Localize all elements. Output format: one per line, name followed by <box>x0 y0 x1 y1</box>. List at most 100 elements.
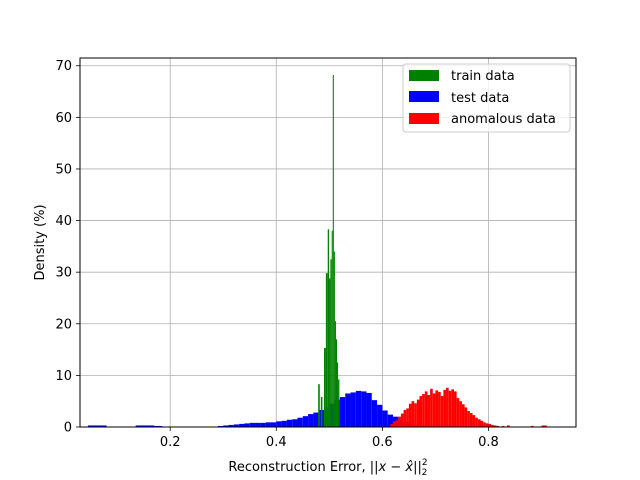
anomalous-data-bar <box>390 423 393 427</box>
test-data-bar <box>154 425 163 427</box>
plot-frame <box>79 57 577 428</box>
test-data-bar <box>350 392 356 427</box>
anomalous-data-bar <box>483 422 486 427</box>
y-axis-ticks: 0 10 20 30 40 50 60 70 <box>55 59 80 436</box>
test-data-bar <box>355 390 362 427</box>
anomalous-data-bar <box>432 393 436 427</box>
anomalous-data-bar <box>491 424 494 427</box>
test-data-bar <box>255 422 261 427</box>
x-tick-label: 0.2 <box>160 435 181 450</box>
anomalous-data-bar <box>488 423 492 427</box>
anomalous-data-bar <box>451 389 454 427</box>
anomalous-data-bar <box>469 413 473 427</box>
anomalous-data-bar <box>467 411 470 427</box>
y-axis-label: Density (%) <box>33 204 48 280</box>
test-data-bar <box>345 393 351 427</box>
legend: train data test data anomalous data <box>402 63 571 133</box>
test-data-bar <box>297 417 303 427</box>
train-data-bar <box>318 384 320 427</box>
anomalous-data-bar <box>422 393 425 427</box>
train-data-bar <box>334 321 336 427</box>
x-tick-label: 0.4 <box>266 435 287 450</box>
test-data-bar <box>249 422 256 427</box>
anomalous-data-bar <box>419 396 423 427</box>
test-data-bar <box>382 410 388 427</box>
anomalous-data-bar <box>430 388 433 427</box>
y-tick-label: 0 <box>64 421 72 436</box>
anomalous-data-bar <box>406 408 409 427</box>
legend-box <box>402 63 571 133</box>
test-data-bar <box>366 392 372 427</box>
anomalous-data-bar <box>456 398 460 427</box>
test-data-bar <box>339 397 346 427</box>
test-data-bar <box>377 404 383 427</box>
anomalous-data-bar <box>408 403 412 427</box>
anomalous-data-bar <box>461 404 465 427</box>
x-axis-ticks: 0.2 0.4 0.6 0.8 <box>160 427 499 450</box>
test-data-bar <box>276 421 282 427</box>
anomalous-data-bar <box>440 396 444 427</box>
train-data-bar <box>325 273 328 427</box>
y-tick-label: 10 <box>55 369 72 384</box>
test-data-bar <box>361 391 367 427</box>
train-data-bar <box>320 397 323 427</box>
x-axis-label-superscript: 2 <box>422 458 428 468</box>
x-tick-label: 0.8 <box>478 435 499 450</box>
x-axis-label-math: ||x − x̂|| <box>370 460 422 475</box>
anomalous-data-bar <box>472 415 476 427</box>
test-data-bar <box>371 400 378 427</box>
anomalous-data-bar <box>477 419 481 427</box>
anomalous-data-bar <box>416 399 420 427</box>
test-data-bar <box>244 423 250 427</box>
anomalous-data-bar <box>400 413 404 427</box>
y-tick-label: 20 <box>55 317 72 332</box>
anomalous-data-bar <box>459 401 462 427</box>
y-tick-label: 50 <box>55 162 72 177</box>
test-data-bar <box>313 412 319 427</box>
anomalous-data-bar <box>475 417 478 427</box>
legend-label-test: test data <box>451 91 509 106</box>
anomalous-data-bar <box>392 421 396 427</box>
y-tick-label: 30 <box>55 266 72 281</box>
anomalous-data-bar <box>453 391 457 427</box>
legend-swatch-test <box>409 91 439 102</box>
test-data-bar <box>228 424 234 427</box>
anomalous-data-bar <box>493 425 497 427</box>
test-data-bar <box>87 425 107 427</box>
anomalous-data-bar <box>443 389 447 427</box>
train-data-bar <box>329 278 331 427</box>
y-tick-label: 70 <box>55 59 72 74</box>
train-data-bar <box>324 348 326 427</box>
x-axis-label-subscript: 2 <box>422 468 428 478</box>
test-data-bar <box>265 422 271 427</box>
anomalous-data-bar <box>480 420 484 427</box>
test-data-bar <box>223 425 229 427</box>
legend-label-train: train data <box>451 69 515 84</box>
anomalous-data-bar <box>435 390 439 427</box>
anomalous-data-bar <box>446 387 449 427</box>
test-data-bar <box>135 425 155 427</box>
anomalous-data-bar <box>398 416 401 427</box>
anomalous-data-bar <box>448 390 452 427</box>
test-data-bar <box>239 423 245 427</box>
anomalous-data-bar <box>541 425 547 427</box>
x-axis-label-text: Reconstruction Error, <box>228 460 369 475</box>
train-data-bar <box>330 259 332 427</box>
test-data-bar <box>217 425 224 427</box>
anomalous-data-bar <box>496 425 500 427</box>
test-data-bar <box>387 414 393 427</box>
x-axis-label: Reconstruction Error, ||x − x̂||2 2 <box>228 458 427 478</box>
train-data-bar <box>335 339 338 427</box>
anomalous-data-bar <box>427 395 431 427</box>
anomalous-data-bar <box>464 407 468 427</box>
anomalous-data-bar <box>438 391 441 427</box>
anomalous-data-bar <box>424 391 428 427</box>
y-tick-label: 40 <box>55 214 72 229</box>
anomalous-data-bar <box>403 409 407 427</box>
test-data-bar <box>233 424 240 427</box>
train-data-bar <box>338 379 340 427</box>
anomalous-data-bar <box>411 401 415 427</box>
train-data-bar <box>333 251 335 427</box>
anomalous-data-bar <box>501 425 505 427</box>
